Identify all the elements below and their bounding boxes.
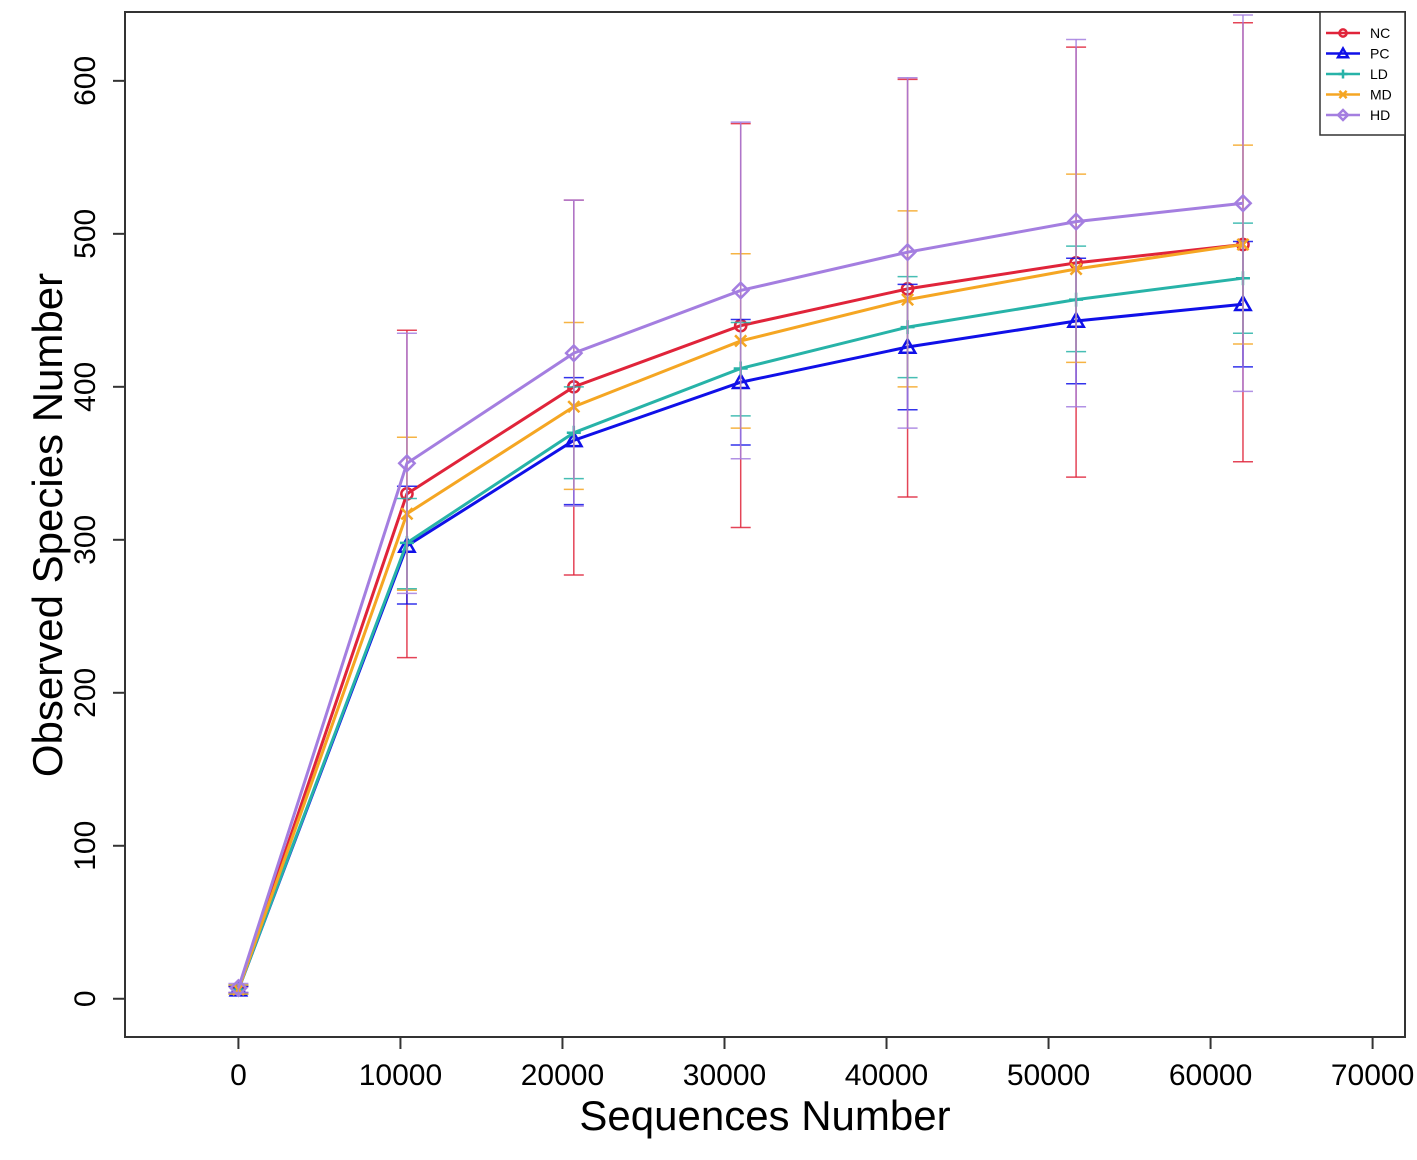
legend-label: MD: [1370, 87, 1392, 103]
x-tick-label: 70000: [1331, 1059, 1414, 1092]
data-point-x: [1338, 90, 1348, 99]
data-point-triangle: [1335, 46, 1351, 59]
legend-label: HD: [1370, 107, 1390, 123]
data-point-diamond: [898, 242, 918, 262]
x-tick-label: 40000: [845, 1059, 928, 1092]
y-tick-label: 0: [69, 990, 102, 1007]
data-point-plus: [1338, 69, 1348, 79]
data-point-diamond: [564, 343, 584, 363]
legend-label: PC: [1370, 46, 1389, 62]
series-line: [236, 201, 1244, 989]
x-tick-label: 20000: [521, 1059, 604, 1092]
data-point-diamond: [1066, 212, 1086, 232]
legend-item-PC: PC: [1326, 46, 1389, 62]
x-axis-label: Sequences Number: [579, 1092, 951, 1139]
data-point-diamond: [228, 978, 248, 998]
x-tick-label: 30000: [683, 1059, 766, 1092]
legend-item-HD: HD: [1326, 107, 1390, 123]
y-tick-label: 400: [69, 362, 102, 412]
legend-label: LD: [1370, 66, 1388, 82]
x-tick-label: 50000: [1007, 1059, 1090, 1092]
y-tick-label: 500: [69, 209, 102, 259]
legend-label: NC: [1370, 25, 1390, 41]
x-tick-label: 0: [230, 1059, 247, 1092]
legend-item-LD: LD: [1326, 66, 1388, 82]
data-point-diamond: [731, 280, 751, 300]
plot-frame: [124, 11, 1406, 1038]
x-tick-label: 10000: [359, 1059, 442, 1092]
data-point-diamond: [1233, 193, 1253, 213]
legend: NC PC LD MD HD: [1319, 11, 1406, 136]
x-tick-label: 60000: [1169, 1059, 1252, 1092]
y-tick-label: 200: [69, 668, 102, 718]
data-point-circle: [1338, 28, 1348, 38]
y-tick-label: 300: [69, 515, 102, 565]
y-tick-label: 100: [69, 821, 102, 871]
series-HD: [228, 14, 1253, 998]
legend-item-MD: MD: [1326, 87, 1392, 103]
y-axis-label: Observed Species Number: [24, 272, 71, 778]
legend-item-NC: NC: [1326, 25, 1390, 41]
data-point-diamond: [1336, 108, 1350, 122]
y-tick-label: 600: [69, 56, 102, 106]
data-point-diamond: [397, 453, 417, 473]
